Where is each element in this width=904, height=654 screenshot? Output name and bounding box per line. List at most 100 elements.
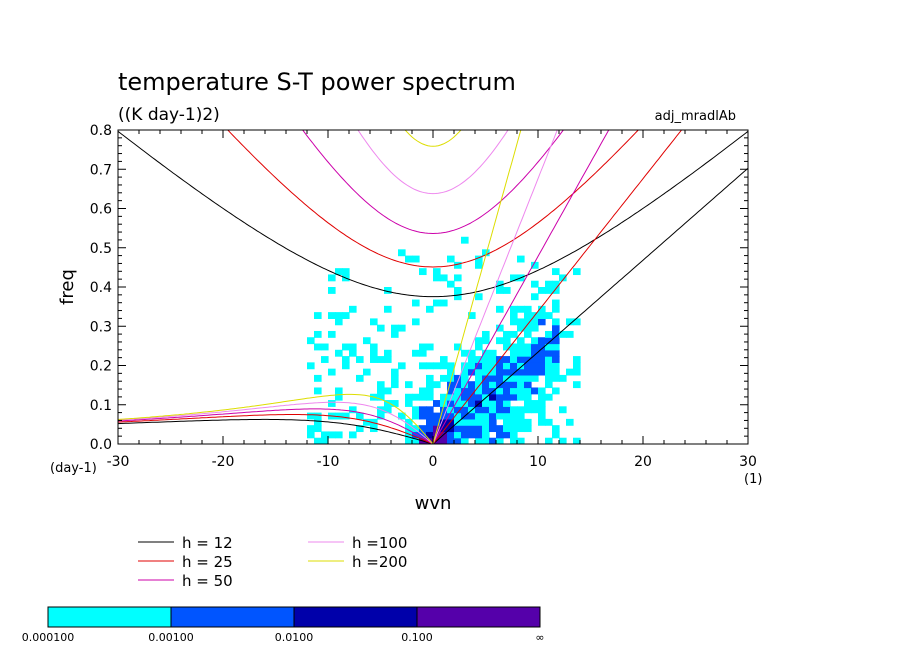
spectrum-cell: [475, 437, 483, 444]
spectrum-cell: [356, 425, 364, 433]
x-unit-label: (1): [744, 472, 762, 487]
spectrum-cell: [496, 431, 504, 439]
spectrum-cell: [503, 418, 511, 426]
y-tick-label: 0.1: [90, 398, 112, 414]
spectrum-cell: [482, 437, 490, 444]
spectrum-cell: [475, 406, 483, 414]
spectrum-cell: [461, 349, 469, 357]
spectrum-cell: [461, 387, 469, 395]
curve-200-rossby: [118, 393, 434, 444]
spectrum-cell: [545, 330, 553, 338]
spectrum-cell: [447, 406, 455, 414]
spectrum-cell: [328, 431, 336, 439]
spectrum-cell: [482, 400, 490, 407]
spectrum-cell: [517, 374, 525, 382]
spectrum-cell: [517, 387, 525, 395]
spectrum-cell: [496, 337, 504, 345]
spectrum-cell: [370, 349, 378, 357]
spectrum-cell: [496, 400, 504, 407]
chart-title: temperature S-T power spectrum: [118, 68, 516, 96]
curve-25-rossby: [118, 414, 434, 444]
curve-100-rossby: [118, 401, 434, 444]
spectrum-cell: [503, 412, 511, 420]
spectrum-cell: [496, 362, 504, 370]
spectrum-cell: [342, 343, 350, 351]
spectrum-cell: [447, 431, 455, 439]
spectrum-cell: [538, 356, 546, 363]
spectrum-cell: [349, 349, 357, 357]
x-tick-label: 30: [739, 454, 757, 470]
spectrum-cell: [447, 362, 455, 370]
spectrum-cell: [377, 412, 385, 420]
spectrum-cell: [384, 387, 392, 395]
spectrum-cell: [314, 425, 322, 433]
x-tick-label: 20: [634, 454, 652, 470]
spectrum-cell: [538, 406, 546, 414]
spectrum-cell: [398, 412, 406, 420]
spectrum-cell: [454, 287, 462, 294]
spectrum-cell: [405, 393, 413, 401]
spectrum-cell: [475, 362, 483, 370]
spectrum-cell: [447, 280, 455, 288]
spectrum-cell: [363, 368, 371, 376]
spectrum-cell: [510, 431, 518, 439]
spectrum-cell: [314, 343, 322, 351]
spectrum-cell: [461, 418, 469, 426]
spectrum-cell: [454, 400, 462, 407]
spectrum-cell: [426, 387, 434, 395]
legend-label: h =200: [352, 553, 407, 571]
spectrum-cell: [454, 412, 462, 420]
spectrum-cell: [426, 418, 434, 426]
spectrum-cell: [377, 356, 385, 363]
spectrum-cell: [475, 343, 483, 351]
spectrum-cell: [496, 437, 504, 444]
curve-50-kelvin: [432, 130, 610, 444]
spectrum-cell: [531, 293, 539, 301]
spectrum-cell: [510, 349, 518, 357]
spectrum-cell: [517, 406, 525, 414]
spectrum-cell: [552, 299, 560, 307]
spectrum-cell: [517, 255, 525, 263]
spectrum-cell: [517, 412, 525, 420]
spectrum-cell: [503, 337, 511, 345]
spectrum-cell: [475, 418, 483, 426]
spectrum-cell: [510, 318, 518, 326]
spectrum-cell: [503, 343, 511, 351]
spectrum-cell: [538, 318, 546, 326]
spectrum-cell: [377, 324, 385, 332]
spectrum-cell: [349, 431, 357, 439]
spectrum-cell: [454, 274, 462, 282]
spectrum-cell: [524, 400, 532, 407]
spectrum-cell: [524, 387, 532, 395]
spectrum-cell: [461, 236, 469, 244]
spectrum-cell: [524, 381, 532, 389]
spectrum-cell: [454, 293, 462, 301]
spectrum-cell: [461, 368, 469, 376]
spectrum-cell: [468, 431, 476, 439]
spectrum-cell: [314, 374, 322, 382]
spectrum-cell: [342, 356, 350, 363]
spectrum-cell: [468, 387, 476, 395]
spectrum-cell: [314, 387, 322, 395]
spectrum-cell: [475, 255, 483, 263]
x-tick-label: -30: [107, 454, 130, 470]
spectrum-cell: [545, 368, 553, 376]
spectrum-cell: [307, 362, 315, 370]
spectrum-cell: [419, 268, 427, 276]
spectrum-cell: [482, 249, 490, 257]
spectrum-cell: [412, 431, 420, 439]
spectrum-cell: [349, 305, 357, 313]
spectrum-cell: [531, 374, 539, 382]
spectrum-cell: [468, 425, 476, 433]
spectrum-cell: [426, 374, 434, 382]
spectrum-cell: [335, 268, 343, 276]
spectrum-cell: [349, 406, 357, 414]
spectrum-cell: [426, 393, 434, 401]
spectrum-cell: [335, 431, 343, 439]
spectrum-cell: [559, 274, 567, 282]
spectrum-cell: [489, 425, 497, 433]
spectrum-cell: [545, 393, 553, 401]
spectrum-cell: [461, 374, 469, 382]
spectrum-cell: [440, 418, 448, 426]
spectrum-cell: [461, 406, 469, 414]
